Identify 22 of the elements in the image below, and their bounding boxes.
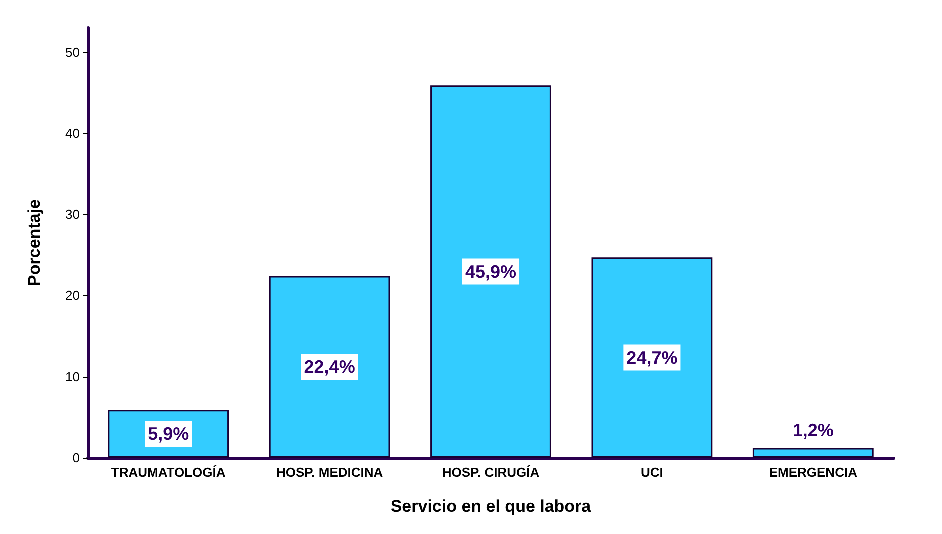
data-label: 24,7%	[626, 348, 678, 368]
data-label: 45,9%	[465, 262, 517, 282]
bar	[592, 258, 713, 458]
y-axis-title: Porcentaje	[25, 200, 44, 286]
x-tick-label: EMERGENCIA	[769, 465, 858, 480]
x-tick-label: HOSP. MEDICINA	[276, 465, 384, 480]
y-tick-label: 30	[66, 207, 80, 222]
bar	[430, 86, 552, 458]
y-tick-label: 40	[66, 126, 80, 141]
x-tick-label: TRAUMATOLOGÍA	[111, 465, 226, 480]
data-label: 22,4%	[304, 357, 356, 378]
bar	[269, 276, 390, 458]
y-tick-label: 20	[66, 288, 80, 304]
data-label: 1,2%	[792, 420, 834, 440]
data-label: 5,9%	[148, 424, 190, 444]
y-tick-label: 10	[66, 369, 80, 384]
x-tick-label: HOSP. CIRUGÍA	[442, 465, 540, 480]
x-axis-title: Servicio en el que labora	[390, 497, 592, 516]
y-tick-label: 50	[66, 44, 80, 60]
bar	[752, 448, 874, 458]
x-tick-label: UCI	[641, 465, 664, 480]
y-tick-label: 0	[72, 450, 80, 466]
